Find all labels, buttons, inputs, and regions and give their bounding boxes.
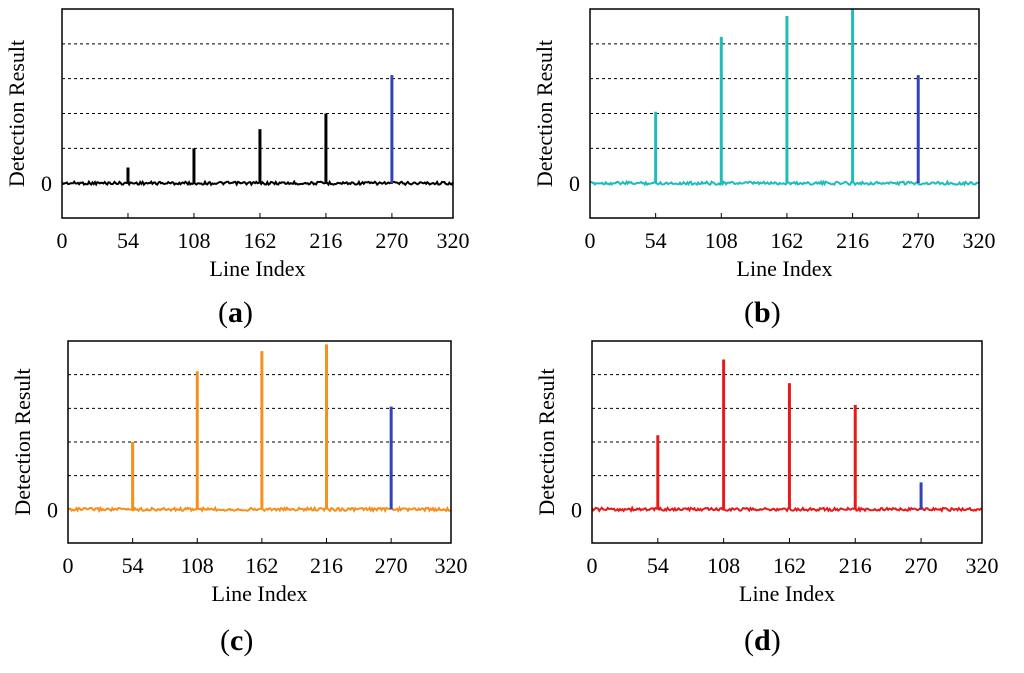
chart-panel-d: 0 54 108 162 216 270 320 0 Line Index Detection R… [512, 333, 1024, 673]
plot-frame [589, 8, 980, 219]
panel-label-b: b [754, 296, 771, 329]
x-tick-label-54: 54 [117, 228, 139, 253]
x-tick-label-0: 0 [585, 228, 596, 253]
x-tick-label-320: 320 [966, 553, 999, 578]
x-axis-label: Line Index [737, 256, 833, 281]
plot-frame [591, 340, 983, 544]
panel-label-c: c [230, 624, 244, 657]
y-axis-label: Detection Result [532, 40, 557, 187]
x-axis-label: Line Index [212, 581, 308, 606]
x-tick-label-270: 270 [375, 553, 408, 578]
plot-frame [67, 340, 452, 544]
x-tick-label-216: 216 [836, 228, 869, 253]
x-axis-label: Line Index [210, 256, 306, 281]
panel-label-d: d [754, 624, 771, 657]
x-tick-label-162: 162 [770, 228, 803, 253]
x-tick-label-320: 320 [435, 553, 468, 578]
panel-caption-b: (b) [744, 296, 781, 329]
panel-caption-c: (c) [220, 624, 254, 657]
y-tick-label-0: 0 [47, 497, 58, 522]
x-tick-label-108: 108 [181, 553, 214, 578]
x-tick-label-216: 216 [309, 228, 342, 253]
y-tick-label-0: 0 [569, 171, 580, 196]
chart-a: 0 54 108 162 216 270 320 0 Line Index Detection R… [4, 8, 470, 281]
x-tick-label-54: 54 [122, 553, 144, 578]
chart-d: 0 54 108 162 216 270 320 0 Line Index Detection R… [534, 340, 999, 606]
chart-b: 0 54 108 162 216 270 320 0 Line Index Detection R… [532, 8, 996, 281]
x-tick-label-162: 162 [773, 553, 806, 578]
baseline-trace [591, 505, 983, 514]
x-tick-label-108: 108 [177, 228, 210, 253]
chart-panel-a: 0 54 108 162 216 270 320 0 Line Index Detection R… [0, 0, 512, 340]
x-tick-label-108: 108 [705, 228, 738, 253]
x-tick-label-0: 0 [63, 553, 74, 578]
x-tick-label-162: 162 [245, 553, 278, 578]
panel-label-a: a [228, 296, 243, 329]
x-tick-label-54: 54 [647, 553, 669, 578]
y-axis-label: Detection Result [10, 368, 35, 515]
baseline-trace [589, 179, 980, 187]
panel-caption-d: (d) [744, 624, 781, 657]
y-axis-label: Detection Result [534, 368, 559, 515]
chart-c: 0 54 108 162 216 270 320 0 Line Index Detection R… [10, 340, 468, 606]
x-tick-label-162: 162 [243, 228, 276, 253]
x-tick-label-270: 270 [375, 228, 408, 253]
x-tick-label-270: 270 [905, 553, 938, 578]
x-tick-label-320: 320 [437, 228, 470, 253]
x-tick-label-320: 320 [963, 228, 996, 253]
y-tick-label-0: 0 [571, 497, 582, 522]
x-tick-label-0: 0 [57, 228, 68, 253]
y-tick-label-0: 0 [41, 171, 52, 196]
chart-panel-c: 0 54 108 162 216 270 320 0 Line Index Detection R… [0, 333, 512, 673]
x-tick-label-270: 270 [902, 228, 935, 253]
chart-panel-b: 0 54 108 162 216 270 320 0 Line Index Detection R… [512, 0, 1024, 340]
x-axis-label: Line Index [739, 581, 835, 606]
y-axis-label: Detection Result [4, 40, 29, 187]
x-tick-label-0: 0 [587, 553, 598, 578]
panel-caption-a: (a) [218, 296, 253, 329]
x-tick-label-54: 54 [645, 228, 667, 253]
x-tick-label-216: 216 [839, 553, 872, 578]
x-tick-label-216: 216 [310, 553, 343, 578]
x-tick-label-108: 108 [707, 553, 740, 578]
baseline-trace [67, 505, 452, 514]
plot-frame [61, 8, 454, 219]
baseline-trace [61, 179, 454, 187]
